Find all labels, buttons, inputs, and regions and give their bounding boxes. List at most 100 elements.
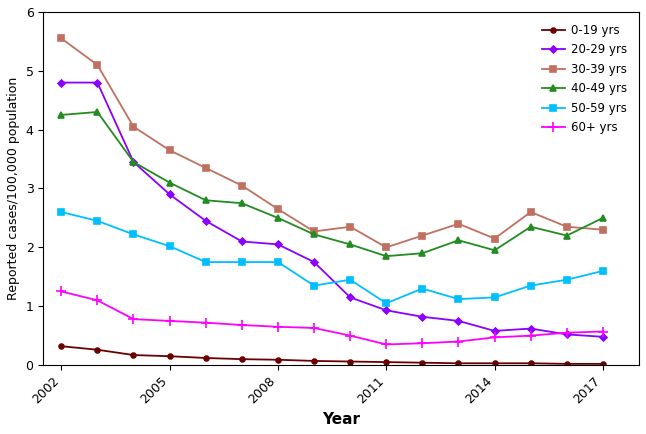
60+ yrs xyxy=(563,330,570,335)
20-29 yrs xyxy=(346,295,354,300)
40-49 yrs xyxy=(563,233,570,238)
60+ yrs xyxy=(455,339,463,344)
30-39 yrs xyxy=(563,224,570,229)
40-49 yrs xyxy=(599,215,607,220)
40-49 yrs xyxy=(310,232,318,237)
20-29 yrs xyxy=(274,242,282,247)
0-19 yrs xyxy=(599,361,607,366)
40-49 yrs xyxy=(57,112,65,118)
50-59 yrs xyxy=(599,268,607,273)
50-59 yrs xyxy=(57,210,65,215)
60+ yrs xyxy=(527,333,535,338)
30-39 yrs xyxy=(419,233,426,238)
50-59 yrs xyxy=(382,301,390,306)
50-59 yrs xyxy=(563,277,570,283)
30-39 yrs xyxy=(238,183,245,188)
Line: 40-49 yrs: 40-49 yrs xyxy=(59,109,606,259)
Line: 60+ yrs: 60+ yrs xyxy=(56,286,608,349)
60+ yrs xyxy=(599,329,607,334)
60+ yrs xyxy=(491,335,499,340)
50-59 yrs xyxy=(346,277,354,283)
50-59 yrs xyxy=(491,295,499,300)
30-39 yrs xyxy=(491,236,499,241)
0-19 yrs xyxy=(419,360,426,365)
20-29 yrs xyxy=(57,80,65,85)
0-19 yrs xyxy=(310,358,318,364)
50-59 yrs xyxy=(166,243,174,249)
20-29 yrs xyxy=(94,80,101,85)
30-39 yrs xyxy=(94,62,101,68)
Line: 50-59 yrs: 50-59 yrs xyxy=(59,209,606,306)
30-39 yrs xyxy=(57,36,65,41)
30-39 yrs xyxy=(455,221,463,227)
60+ yrs xyxy=(382,342,390,347)
20-29 yrs xyxy=(238,239,245,244)
30-39 yrs xyxy=(599,227,607,232)
0-19 yrs xyxy=(57,344,65,349)
20-29 yrs xyxy=(166,192,174,197)
0-19 yrs xyxy=(202,355,209,361)
30-39 yrs xyxy=(166,148,174,153)
60+ yrs xyxy=(94,298,101,303)
50-59 yrs xyxy=(455,296,463,302)
40-49 yrs xyxy=(419,250,426,256)
0-19 yrs xyxy=(491,361,499,366)
20-29 yrs xyxy=(527,326,535,331)
20-29 yrs xyxy=(130,159,138,164)
40-49 yrs xyxy=(527,224,535,229)
50-59 yrs xyxy=(202,260,209,265)
20-29 yrs xyxy=(455,318,463,323)
30-39 yrs xyxy=(130,124,138,129)
0-19 yrs xyxy=(274,357,282,362)
0-19 yrs xyxy=(563,361,570,366)
0-19 yrs xyxy=(130,352,138,358)
Legend: 0-19 yrs, 20-29 yrs, 30-39 yrs, 40-49 yrs, 50-59 yrs, 60+ yrs: 0-19 yrs, 20-29 yrs, 30-39 yrs, 40-49 yr… xyxy=(536,18,633,140)
20-29 yrs xyxy=(202,218,209,224)
0-19 yrs xyxy=(455,361,463,366)
Line: 0-19 yrs: 0-19 yrs xyxy=(59,344,605,366)
40-49 yrs xyxy=(274,215,282,220)
40-49 yrs xyxy=(491,248,499,253)
30-39 yrs xyxy=(202,165,209,171)
Line: 20-29 yrs: 20-29 yrs xyxy=(59,80,605,339)
20-29 yrs xyxy=(310,260,318,265)
40-49 yrs xyxy=(382,253,390,259)
50-59 yrs xyxy=(94,218,101,224)
50-59 yrs xyxy=(310,283,318,288)
60+ yrs xyxy=(166,318,174,323)
20-29 yrs xyxy=(382,308,390,313)
40-49 yrs xyxy=(202,197,209,203)
60+ yrs xyxy=(274,324,282,329)
30-39 yrs xyxy=(310,229,318,234)
0-19 yrs xyxy=(238,357,245,362)
60+ yrs xyxy=(130,316,138,322)
20-29 yrs xyxy=(563,332,570,337)
40-49 yrs xyxy=(346,242,354,247)
50-59 yrs xyxy=(274,260,282,265)
60+ yrs xyxy=(238,322,245,328)
Line: 30-39 yrs: 30-39 yrs xyxy=(59,36,606,250)
40-49 yrs xyxy=(166,180,174,185)
40-49 yrs xyxy=(130,159,138,164)
50-59 yrs xyxy=(527,283,535,288)
0-19 yrs xyxy=(346,359,354,364)
50-59 yrs xyxy=(130,232,138,237)
30-39 yrs xyxy=(382,245,390,250)
50-59 yrs xyxy=(238,260,245,265)
30-39 yrs xyxy=(274,207,282,212)
60+ yrs xyxy=(202,320,209,325)
0-19 yrs xyxy=(382,359,390,365)
60+ yrs xyxy=(57,289,65,294)
60+ yrs xyxy=(310,326,318,331)
20-29 yrs xyxy=(491,328,499,333)
40-49 yrs xyxy=(238,201,245,206)
20-29 yrs xyxy=(599,334,607,339)
20-29 yrs xyxy=(419,314,426,319)
60+ yrs xyxy=(419,341,426,346)
40-49 yrs xyxy=(94,109,101,115)
0-19 yrs xyxy=(166,354,174,359)
50-59 yrs xyxy=(419,286,426,291)
30-39 yrs xyxy=(346,224,354,229)
0-19 yrs xyxy=(527,361,535,366)
60+ yrs xyxy=(346,333,354,338)
